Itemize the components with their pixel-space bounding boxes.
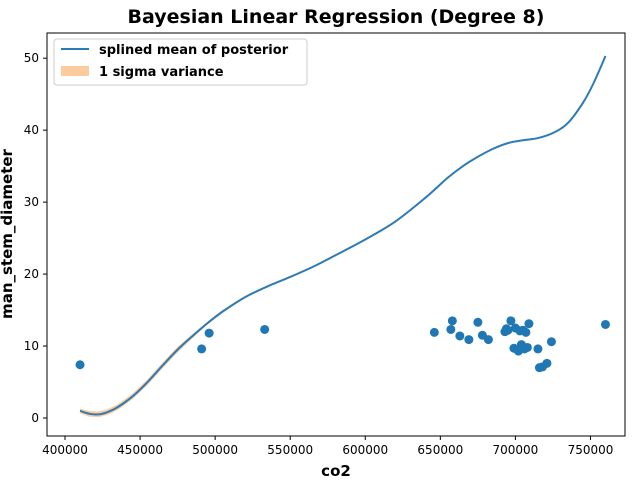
x-tick-label: 750000 [568, 443, 614, 457]
y-tick-label: 40 [24, 123, 39, 137]
data-point [455, 331, 465, 341]
data-point [503, 325, 513, 335]
data-point [197, 344, 207, 354]
data-point [204, 328, 214, 338]
y-tick-label: 30 [24, 195, 39, 209]
data-point [546, 337, 556, 347]
data-point [429, 327, 439, 337]
x-tick-label: 600000 [342, 443, 388, 457]
x-tick-label: 550000 [267, 443, 313, 457]
data-point [260, 324, 270, 334]
y-tick-label: 20 [24, 267, 39, 281]
x-tick-label: 650000 [417, 443, 463, 457]
y-tick-label: 50 [24, 51, 39, 65]
data-point [524, 319, 534, 329]
data-point [600, 319, 610, 329]
data-point [483, 335, 493, 345]
plot-frame [46, 32, 626, 437]
legend-band-swatch [61, 66, 89, 76]
axis-ticks: 400000 450000 500000 550000 600000 650000 7000… [24, 51, 614, 457]
data-point [521, 327, 531, 337]
posterior-mean-line [79, 55, 607, 416]
data-point [447, 316, 457, 326]
legend: splined mean of posterior 1 sigma varian… [53, 38, 308, 86]
data-point [522, 342, 532, 352]
legend-band-label: 1 sigma variance [99, 65, 224, 80]
x-tick-label: 450000 [117, 443, 163, 457]
sigma-variance-band [80, 296, 246, 418]
y-tick-label: 0 [31, 411, 39, 425]
data-point [542, 358, 552, 368]
chart-title: Bayesian Linear Regression (Degree 8) [128, 6, 545, 28]
plot-area [75, 55, 610, 418]
data-point [75, 360, 85, 370]
data-point [464, 335, 474, 345]
data-point [446, 324, 456, 334]
x-axis-label: co2 [321, 462, 351, 480]
data-point [533, 344, 543, 354]
data-point [506, 316, 516, 326]
data-point [473, 317, 483, 327]
x-tick-label: 400000 [42, 443, 88, 457]
x-tick-label: 700000 [492, 443, 538, 457]
legend-box [53, 38, 308, 86]
y-tick-label: 10 [24, 339, 39, 353]
x-tick-label: 500000 [192, 443, 238, 457]
y-axis-label: man_stem_diameter [0, 148, 16, 318]
legend-mean-label: splined mean of posterior [99, 43, 289, 58]
